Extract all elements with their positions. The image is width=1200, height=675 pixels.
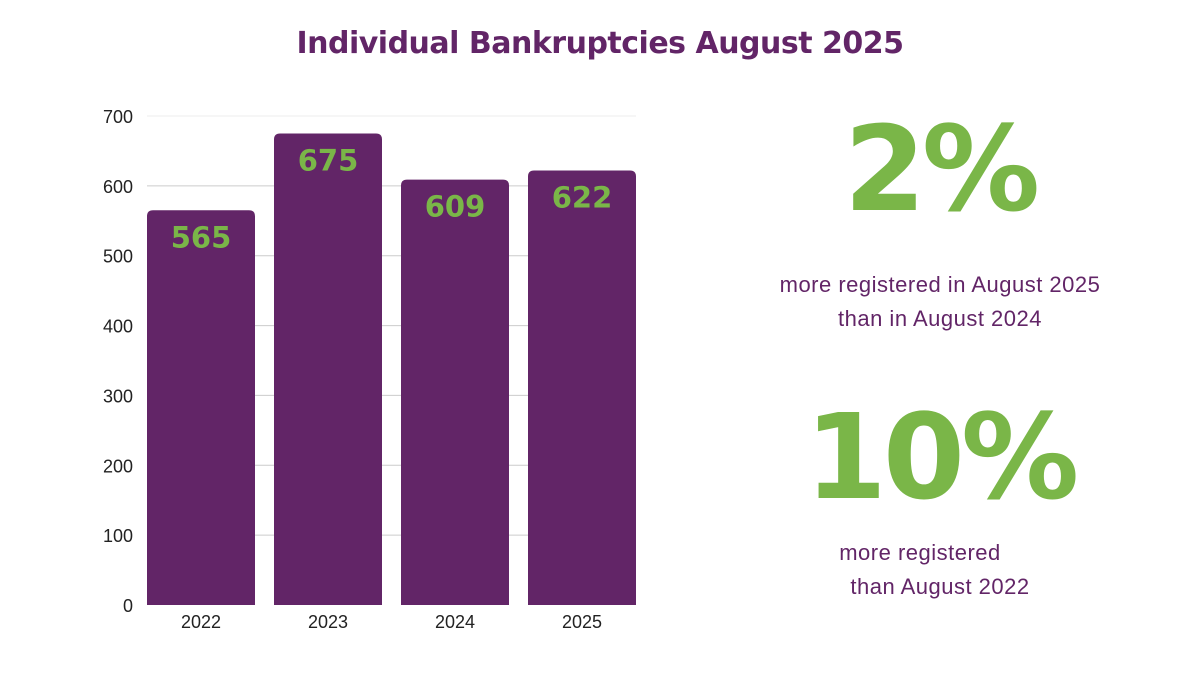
y-tick-label: 100	[103, 526, 133, 546]
bar	[274, 133, 382, 605]
bar	[147, 210, 255, 606]
stat-yoy-line1: more registered in August 2025	[779, 272, 1101, 297]
y-tick-label: 200	[103, 456, 133, 476]
stat-3yr-description: more registered than August 2022	[700, 536, 1180, 604]
stat-3yr-value: 10%	[804, 388, 1079, 526]
stat-yoy: 2% more registered in August 2025 than i…	[700, 110, 1180, 336]
y-tick-label: 300	[103, 386, 133, 406]
bar	[401, 179, 509, 605]
x-tick-label: 2024	[435, 612, 475, 632]
stat-yoy-description: more registered in August 2025 than in A…	[700, 268, 1180, 336]
stat-3yr: 10% more registered than August 2022	[700, 398, 1180, 604]
stat-3yr-line2: than August 2022	[850, 574, 1030, 599]
data-label: 609	[425, 190, 486, 224]
data-label: 675	[298, 143, 359, 177]
y-tick-label: 500	[103, 247, 133, 267]
x-tick-label: 2023	[308, 612, 348, 632]
bar	[528, 170, 636, 605]
y-tick-label: 600	[103, 177, 133, 197]
x-tick-label: 2022	[181, 612, 221, 632]
data-label: 622	[552, 180, 613, 214]
chart-title: Individual Bankruptcies August 2025	[296, 26, 904, 61]
x-tick-label: 2025	[562, 612, 602, 632]
y-tick-label: 400	[103, 317, 133, 337]
stat-3yr-line1: more registered	[839, 540, 1001, 565]
y-tick-label: 0	[123, 596, 133, 616]
stat-yoy-line2: than in August 2024	[838, 306, 1042, 331]
bar-chart: 0 100 200 300 400 500 600 700 565 2022 675 2023 609 2…	[103, 107, 636, 632]
data-label: 565	[171, 220, 232, 254]
y-tick-label: 700	[103, 107, 133, 127]
stat-yoy-value: 2%	[843, 100, 1040, 238]
